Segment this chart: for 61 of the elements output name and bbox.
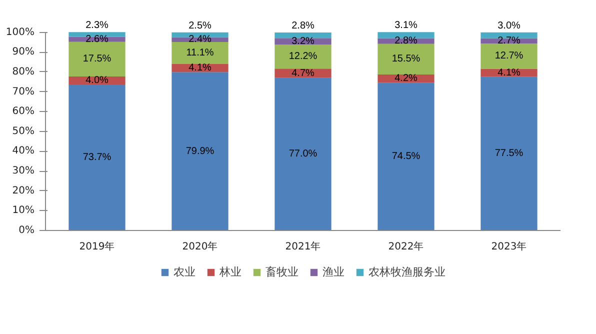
legend-label: 农林牧渔服务业 — [368, 266, 446, 280]
data-label: 2.8% — [394, 36, 418, 47]
bar — [274, 32, 332, 38]
data-label: 4.2% — [394, 73, 418, 84]
legend-label: 畜牧业 — [266, 265, 298, 280]
y-tick-label: 70% — [12, 86, 35, 98]
bar — [480, 76, 538, 230]
data-label: 15.5% — [392, 54, 420, 65]
y-tick-label: 80% — [12, 66, 35, 78]
data-label: 3.1% — [394, 20, 418, 32]
data-label: 73.7% — [82, 152, 112, 163]
data-label: 3.0% — [498, 20, 521, 32]
data-label: 4.7% — [292, 68, 315, 79]
x-tick-label: 2022年 — [388, 240, 424, 252]
y-tick-label: 40% — [12, 146, 35, 157]
legend-label: 渔业 — [322, 266, 344, 280]
data-label: 11.1% — [186, 48, 214, 59]
x-tick-label: 2019年 — [79, 240, 115, 252]
y-tick-label: 10% — [12, 205, 35, 216]
data-label: 4.0% — [86, 75, 109, 86]
y-tick-label: 100% — [6, 26, 35, 38]
y-tick-label: 20% — [12, 185, 35, 196]
data-label: 77.0% — [288, 148, 318, 160]
bar — [274, 78, 332, 230]
data-label: 12.7% — [494, 50, 524, 62]
legend-label: 林业 — [220, 266, 242, 280]
y-tick-label: 60% — [12, 106, 35, 118]
bar — [480, 44, 538, 69]
bar — [378, 82, 434, 230]
bar — [172, 42, 228, 64]
bar — [68, 84, 126, 230]
bar — [480, 32, 538, 38]
data-label: 2.7% — [498, 35, 521, 46]
x-tick-label: 2020年 — [182, 240, 218, 252]
x-tick-label: 2021年 — [285, 240, 321, 252]
data-label: 3.2% — [292, 36, 315, 47]
bar — [68, 42, 126, 77]
data-label: 4.1% — [188, 62, 212, 74]
y-tick-label: 50% — [12, 126, 35, 137]
data-label: 74.5% — [392, 151, 420, 162]
y-tick-label: 90% — [12, 46, 35, 58]
data-label: 17.5% — [82, 54, 112, 65]
legend-label: 农业 — [174, 266, 196, 280]
bar — [378, 44, 434, 75]
bar — [274, 44, 332, 69]
data-label: 2.4% — [188, 34, 212, 46]
bar — [274, 68, 332, 78]
data-label: 4.1% — [498, 67, 521, 78]
bar — [378, 32, 434, 38]
y-tick-label: 0% — [18, 225, 35, 236]
data-label: 2.8% — [292, 20, 315, 32]
data-label: 2.6% — [86, 34, 109, 45]
data-label: 2.3% — [86, 20, 109, 32]
bar — [172, 72, 228, 230]
y-tick-label: 30% — [12, 166, 35, 177]
data-label: 12.2% — [288, 51, 318, 62]
bar — [68, 32, 126, 37]
x-tick-label: 2023年 — [491, 240, 527, 252]
data-label: 2.5% — [188, 20, 212, 32]
data-label: 77.5% — [494, 148, 524, 160]
data-label: 79.9% — [186, 146, 214, 157]
